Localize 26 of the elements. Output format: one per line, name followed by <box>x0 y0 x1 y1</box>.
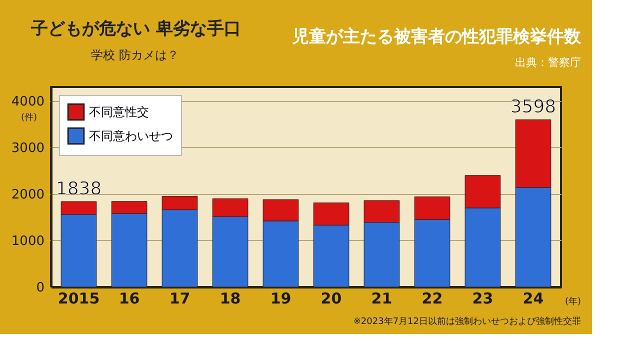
x-tick-label: 17 <box>169 290 190 308</box>
chart-title: 児童が主たる被害者の性犯罪検挙件数 <box>291 27 582 47</box>
x-tick-label: 23 <box>472 290 494 308</box>
x-tick-label: 16 <box>118 290 140 308</box>
x-tick-label: 18 <box>220 290 241 308</box>
text: ※2023年7月12日以前は強制わいせつおよび強制性交罪 <box>353 316 581 327</box>
text: 子どもが危ない 卑劣な手口 <box>30 19 241 39</box>
x-tick-label: 24 <box>522 290 544 308</box>
x-axis-title: (年) <box>565 296 582 307</box>
y-tick-label: 0 <box>36 280 44 296</box>
y-tick-label: 3000 <box>11 140 44 156</box>
y-tick-label: 2000 <box>11 187 44 202</box>
y-tick-label: 4000 <box>11 94 44 110</box>
y-tick-label: 1000 <box>11 234 44 249</box>
total-label: 3598 <box>510 96 556 118</box>
legend-label: 不同意わいせつ <box>89 129 173 143</box>
source-note: 出典：警察庁 <box>515 56 581 69</box>
x-tick-label: 22 <box>422 290 443 308</box>
y-axis-title: (件) <box>20 112 38 123</box>
text: 学校 防カメは？ <box>91 48 179 62</box>
legend-label: 不同意性交 <box>89 105 149 119</box>
x-tick-label: 21 <box>371 290 392 308</box>
total-label: 1838 <box>56 178 102 200</box>
x-tick-label: 19 <box>270 290 292 308</box>
x-tick-label: 20 <box>320 290 342 308</box>
x-tick-label: 2015 <box>58 290 100 308</box>
